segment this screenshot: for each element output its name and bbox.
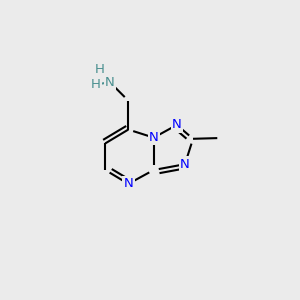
Text: N: N [149, 131, 159, 144]
Text: N: N [124, 177, 133, 190]
Text: H: H [91, 78, 101, 91]
Text: N: N [180, 158, 190, 171]
Text: H: H [94, 63, 104, 76]
Text: N: N [105, 76, 115, 89]
Text: N: N [172, 118, 182, 131]
